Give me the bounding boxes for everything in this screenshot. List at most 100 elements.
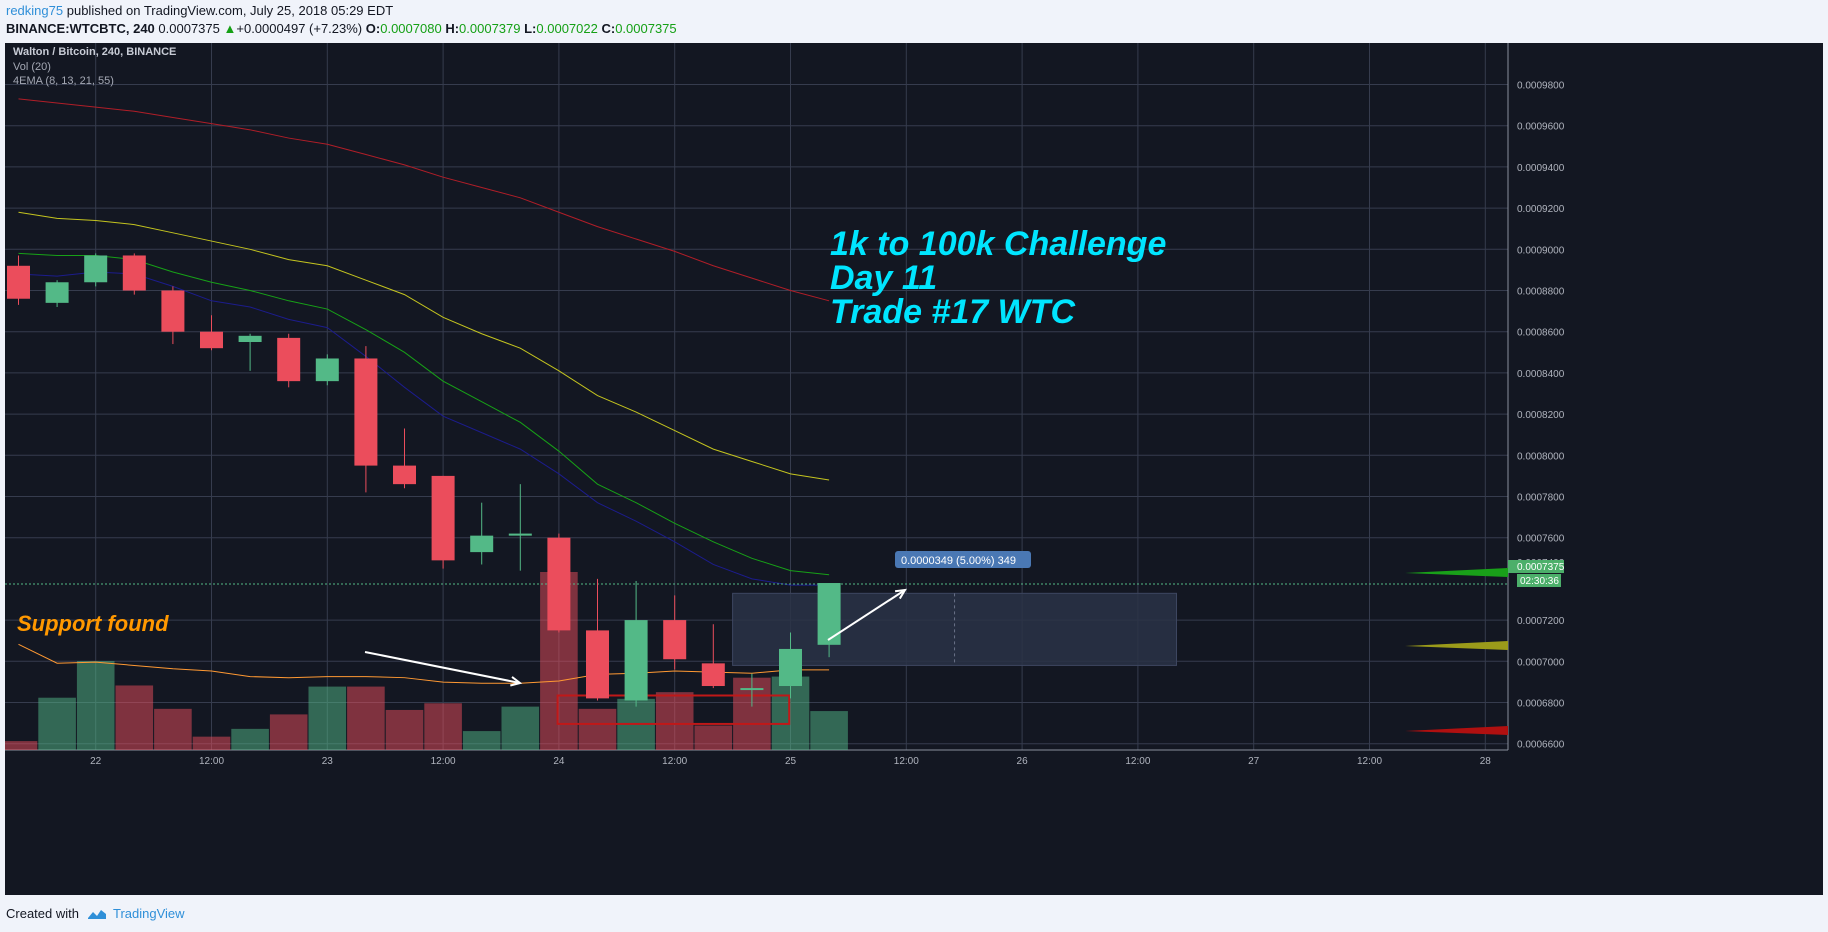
- current-price-tag-bg: [1508, 560, 1564, 573]
- bearish-candle: [7, 265, 30, 299]
- open-label: O:: [365, 21, 381, 36]
- time-tick-label: 22: [90, 756, 102, 767]
- green-signal-marker: [1405, 568, 1508, 577]
- bullish-candle: [45, 282, 69, 303]
- bearish-candle: [277, 337, 301, 382]
- time-tick-label: 12:00: [1125, 756, 1150, 767]
- bullish-candle: [84, 255, 108, 283]
- high-value: 0.0007379: [459, 21, 521, 36]
- time-tick-label: 12:00: [199, 756, 224, 767]
- annotation-line-3: Trade #17 WTC: [830, 293, 1075, 331]
- volume-bar: [76, 661, 115, 750]
- open-value: 0.0007080: [380, 21, 442, 36]
- price-tick-label: 0.0006800: [1517, 699, 1565, 710]
- bearish-candle: [586, 630, 609, 699]
- volume-bar: [269, 714, 308, 750]
- author-link[interactable]: redking75: [6, 3, 64, 18]
- measure-label-text: 0.0000349 (5.00%) 349: [901, 555, 1016, 567]
- change-arrow-icon: ▲: [223, 21, 237, 36]
- price-tick-label: 0.0006600: [1517, 740, 1565, 751]
- volume-bar: [810, 711, 848, 750]
- price-tick-label: 0.0008400: [1517, 369, 1565, 380]
- price-tick-label: 0.0008000: [1517, 451, 1565, 462]
- time-tick-label: 25: [785, 756, 797, 767]
- price-tick-label: 0.0009600: [1517, 122, 1565, 133]
- bearish-candle: [161, 290, 185, 332]
- time-tick-label: 26: [1017, 756, 1029, 767]
- overlays: [5, 98, 1508, 725]
- time-tick-label: 12:00: [894, 756, 919, 767]
- bullish-candle: [817, 583, 841, 645]
- ema13-line: [18, 252, 830, 576]
- tradingview-logo-icon: [87, 909, 106, 919]
- bearish-candle: [122, 255, 146, 291]
- ema55-line: [18, 98, 830, 302]
- tradingview-brand: TradingView: [112, 906, 185, 921]
- bearish-candle: [200, 331, 223, 349]
- bullish-candle: [779, 648, 802, 687]
- target-arrow: [827, 589, 906, 641]
- ema8-line: [18, 271, 830, 586]
- volume-bar: [38, 697, 76, 750]
- grid-lines: [5, 43, 1508, 750]
- volume-bar: [385, 709, 424, 750]
- high-label: H:: [445, 21, 460, 36]
- bullish-candle: [624, 620, 648, 701]
- price-tick-label: 0.0007800: [1517, 493, 1565, 504]
- ema-legend: 4EMA (8, 13, 21, 55): [13, 75, 114, 87]
- measure-label[interactable]: 0.0000349 (5.00%) 349: [895, 551, 1031, 568]
- time-tick-label: 27: [1248, 756, 1260, 767]
- volume-bars: [5, 572, 848, 750]
- volume-bar: [115, 685, 154, 750]
- volume-bar: [347, 686, 385, 750]
- symbol-line: BINANCE:WTCBTC, 240: [6, 21, 155, 36]
- published-text: published on TradingView.com, July 25, 2…: [66, 3, 394, 18]
- low-label: L:: [524, 21, 537, 36]
- annotation-line-2: Day 11: [830, 259, 937, 297]
- price-tick-label: 0.0007000: [1517, 657, 1565, 668]
- time-tick-label: 12:00: [662, 756, 687, 767]
- volume-bar: [578, 708, 617, 750]
- bullish-candle: [508, 533, 532, 536]
- bearish-candle: [663, 620, 687, 660]
- volume-bar: [424, 703, 462, 750]
- countdown-tag: 02:30:36: [1520, 576, 1559, 587]
- bullish-candle: [470, 535, 494, 553]
- price-tick-label: 0.0009800: [1517, 81, 1565, 92]
- price-tick-label: 0.0008200: [1517, 410, 1565, 421]
- time-tick-label: 23: [322, 756, 334, 767]
- last-price: 0.0007375: [158, 21, 220, 36]
- time-tick-label: 12:00: [1357, 756, 1382, 767]
- bearish-candle: [354, 358, 378, 466]
- price-tick-label: 0.0008600: [1517, 328, 1565, 339]
- price-tags: 0.0007400 0.0007375 02:30:36: [1508, 558, 1565, 587]
- support-arrow-head: [510, 676, 523, 687]
- low-value: 0.0007022: [536, 21, 598, 36]
- annotation-line-1: 1k to 100k Challenge: [830, 225, 1166, 263]
- price-chart[interactable]: 0.0009800 0.0009600 0.0009400 0.0009200 0.00…: [5, 43, 1823, 895]
- volume-bar: [154, 708, 192, 750]
- created-with-text: Created with: [6, 906, 79, 921]
- bullish-candle: [315, 358, 339, 382]
- bearish-candle: [547, 537, 571, 631]
- red-signal-marker: [1405, 726, 1508, 735]
- support-box: [556, 694, 791, 725]
- tradingview-link[interactable]: TradingView: [87, 906, 185, 921]
- bullish-candle: [238, 335, 262, 342]
- annotations: [364, 588, 907, 687]
- volume-bar: [501, 706, 540, 750]
- time-tick-label: 12:00: [431, 756, 456, 767]
- bearish-candle: [393, 465, 416, 485]
- signal-markers: [1405, 568, 1508, 735]
- ohlc-header: BINANCE:WTCBTC, 240 0.0007375 ▲+0.000049…: [6, 21, 677, 36]
- close-label: C:: [601, 21, 616, 36]
- price-tick-label: 0.0007600: [1517, 534, 1565, 545]
- annotation-title: 1k to 100k Challenge Day 11 Trade #17 WT…: [830, 225, 1166, 331]
- time-axis[interactable]: 22 12:00 23 12:00 24 12:00 25 12:00 26 12:00 27 12:…: [90, 756, 1491, 767]
- price-axis[interactable]: 0.0009800 0.0009600 0.0009400 0.0009200 0.00…: [1517, 81, 1565, 751]
- yellow-signal-marker: [1405, 641, 1508, 650]
- current-price-tag: 0.0007375: [1517, 562, 1565, 573]
- price-tick-label: 0.0008800: [1517, 287, 1565, 298]
- volume-legend: Vol (20): [13, 61, 51, 73]
- chart-title: Walton / Bitcoin, 240, BINANCE: [13, 46, 176, 58]
